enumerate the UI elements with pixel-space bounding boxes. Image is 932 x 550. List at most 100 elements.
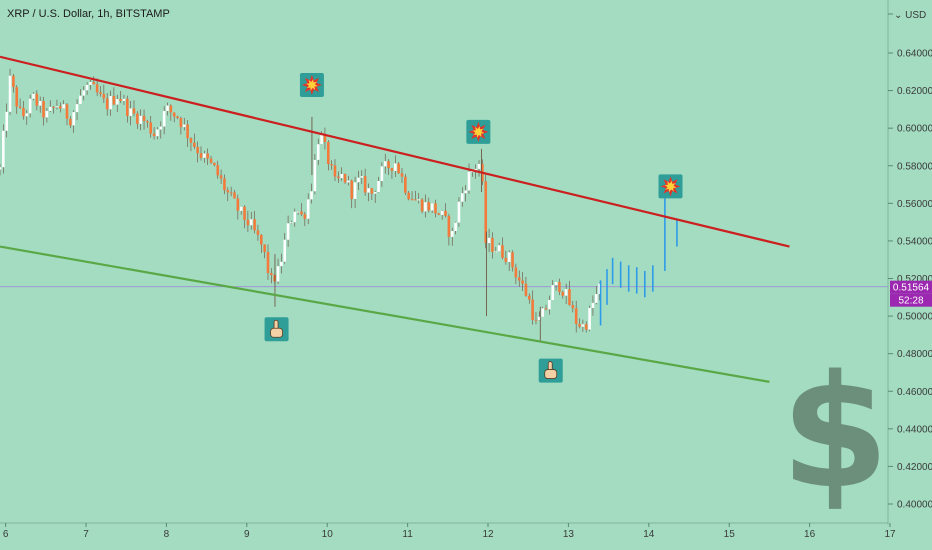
candle-body bbox=[28, 98, 32, 114]
candle-body bbox=[407, 192, 410, 200]
candle-body bbox=[52, 106, 55, 108]
time-tick-label: 11 bbox=[402, 529, 413, 540]
candle-body bbox=[236, 198, 240, 211]
candle-body bbox=[554, 282, 558, 286]
candle-body bbox=[102, 94, 106, 99]
pointing-hand-icon bbox=[264, 317, 289, 342]
candle-body bbox=[310, 191, 313, 200]
last-price-badge: 0.51564 bbox=[890, 280, 932, 294]
candle-body bbox=[390, 168, 394, 171]
annotation-markers[interactable] bbox=[264, 72, 683, 383]
candle-body bbox=[430, 203, 434, 211]
candle-body bbox=[447, 215, 451, 237]
candle-body bbox=[397, 163, 400, 174]
candle-body bbox=[182, 124, 186, 128]
trendlines[interactable] bbox=[0, 55, 790, 383]
price-tick-label: 0.44000 bbox=[897, 424, 932, 435]
candle-body bbox=[12, 75, 15, 88]
candle-body bbox=[568, 289, 571, 306]
candle-body bbox=[340, 173, 343, 179]
candle-body bbox=[320, 135, 323, 145]
candle-body bbox=[484, 181, 488, 244]
candle-body bbox=[243, 206, 246, 220]
candle-body bbox=[132, 108, 136, 114]
candle-body bbox=[219, 175, 223, 179]
time-axis[interactable]: 6 7 8 9 10 11 12 13 14 15 16 17 bbox=[0, 522, 896, 540]
candle-body bbox=[571, 305, 575, 309]
candle-body bbox=[507, 252, 511, 262]
price-badges: 0.51564 52:28 bbox=[890, 280, 932, 307]
candle-body bbox=[266, 252, 270, 274]
candle-body bbox=[92, 82, 96, 85]
candle-body bbox=[2, 130, 5, 168]
candle-body bbox=[471, 171, 474, 173]
candle-body bbox=[517, 277, 521, 281]
time-tick-label: 13 bbox=[563, 529, 575, 540]
candle-body bbox=[139, 115, 142, 124]
candle-body bbox=[357, 177, 360, 183]
candle-body bbox=[72, 112, 75, 126]
candle-body bbox=[149, 122, 153, 134]
candle-body bbox=[370, 188, 374, 194]
candle-body bbox=[450, 231, 454, 237]
candle-body bbox=[414, 199, 417, 201]
candle-body bbox=[65, 104, 69, 119]
price-axis[interactable]: 0.40000 0.42000 0.44000 0.46000 0.48000 0.500… bbox=[887, 0, 932, 525]
candle-body bbox=[259, 234, 263, 245]
candle-body bbox=[32, 93, 35, 99]
time-tick-label: 8 bbox=[164, 529, 170, 540]
candle-body bbox=[296, 211, 300, 213]
candle-body bbox=[541, 308, 544, 317]
candle-body bbox=[45, 110, 49, 118]
candle-body bbox=[551, 285, 555, 300]
candle-body bbox=[383, 161, 387, 167]
candle-body bbox=[404, 176, 407, 193]
collision-icon bbox=[299, 72, 324, 97]
candle-body bbox=[112, 96, 116, 105]
candle-body bbox=[48, 106, 52, 111]
dollar-watermark-glyph: $ bbox=[781, 341, 890, 523]
resistance-trendline bbox=[0, 55, 790, 248]
candle-body bbox=[527, 295, 531, 300]
candle-body bbox=[293, 211, 297, 223]
candle-body bbox=[538, 316, 541, 321]
symbol-title: XRP / U.S. Dollar, 1h, BITSTAMP bbox=[7, 8, 170, 20]
candle-body bbox=[253, 219, 256, 231]
candle-body bbox=[306, 199, 310, 219]
candle-body bbox=[373, 192, 377, 194]
time-tick-label: 7 bbox=[83, 529, 89, 540]
time-tick-label: 6 bbox=[3, 529, 9, 540]
candle-body bbox=[337, 176, 340, 179]
candle-body bbox=[186, 124, 189, 139]
candle-body bbox=[129, 108, 132, 116]
candle-body bbox=[494, 251, 498, 253]
candle-body bbox=[199, 153, 203, 158]
candle-body bbox=[584, 324, 588, 330]
support-trendline bbox=[0, 245, 770, 383]
candle-body bbox=[172, 112, 176, 117]
price-tick-label: 0.46000 bbox=[897, 387, 932, 398]
candle-body bbox=[574, 308, 578, 324]
candle-body bbox=[169, 105, 173, 113]
candle-body bbox=[330, 164, 333, 166]
candle-body bbox=[548, 299, 551, 310]
candle-body bbox=[544, 308, 548, 310]
price-tick-label: 0.42000 bbox=[897, 462, 932, 473]
candle-body bbox=[393, 163, 397, 171]
candle-body bbox=[223, 178, 226, 191]
candle-body bbox=[440, 210, 444, 215]
candle-body bbox=[189, 138, 193, 143]
candle-body bbox=[105, 98, 109, 110]
candle-body bbox=[122, 98, 126, 101]
candle-body bbox=[22, 107, 25, 117]
candle-body bbox=[256, 230, 260, 235]
candle-body bbox=[25, 113, 29, 117]
candle-body bbox=[179, 117, 183, 128]
candle-body bbox=[420, 199, 424, 212]
candle-body bbox=[343, 173, 347, 183]
candle-body bbox=[136, 113, 139, 124]
candle-body bbox=[109, 96, 112, 110]
candle-body bbox=[286, 223, 290, 240]
